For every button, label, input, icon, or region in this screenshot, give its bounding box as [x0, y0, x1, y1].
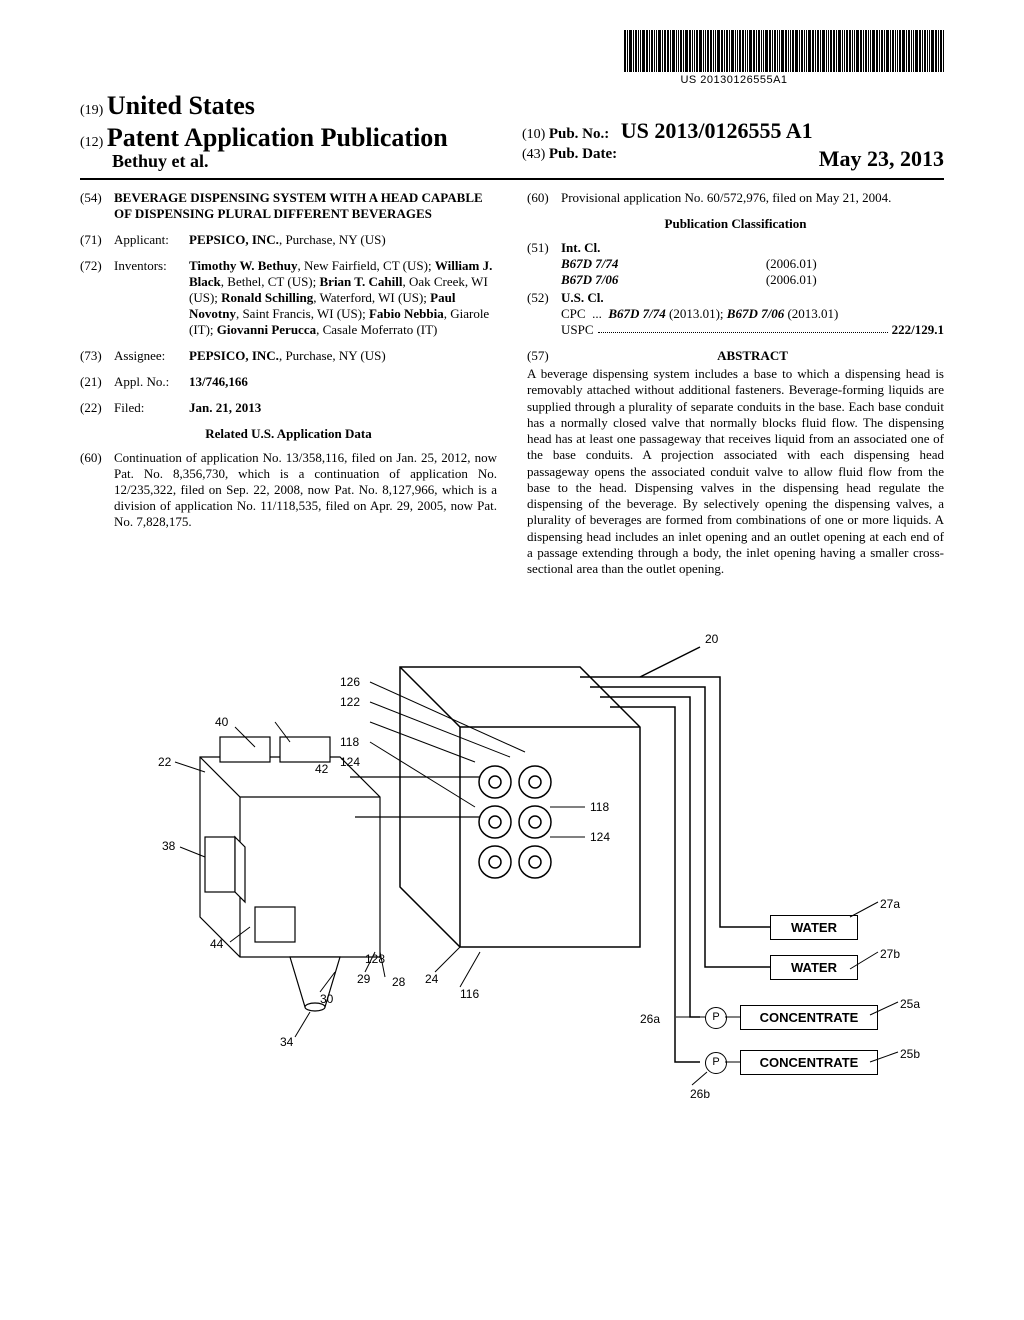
related-data: Continuation of application No. 13/358,1…	[114, 450, 497, 530]
ref-20: 20	[705, 632, 718, 646]
code-52: (52)	[527, 290, 561, 306]
label-appl-no: Appl. No.:	[114, 374, 189, 390]
header-row: (19) United States (12) Patent Applicati…	[80, 91, 944, 180]
right-column: (60) Provisional application No. 60/572,…	[527, 190, 944, 577]
label-filed: Filed:	[114, 400, 189, 416]
label-applicant: Applicant:	[114, 232, 189, 248]
assignee-rest: , Purchase, NY (US)	[279, 348, 386, 363]
int-cl-1: B67D 7/06	[561, 272, 681, 288]
cpc-label: CPC	[561, 306, 586, 321]
country: United States	[107, 91, 255, 120]
ref-116: 116	[460, 987, 479, 1001]
int-cl-1-ver: (2006.01)	[766, 272, 817, 288]
figure: 20 22 40 42 38 44 34 30 29 28 24 116 128…	[80, 607, 944, 1127]
abstract-heading: ABSTRACT	[561, 348, 944, 364]
pub-no: US 2013/0126555 A1	[621, 118, 813, 143]
ref-42: 42	[315, 762, 328, 776]
appl-no: 13/746,166	[189, 374, 248, 389]
ref-28: 28	[392, 975, 405, 989]
code-57: (57)	[527, 348, 561, 364]
pub-date: May 23, 2013	[819, 146, 944, 172]
publication-type: Patent Application Publication	[107, 123, 448, 152]
ref-118b: 118	[590, 800, 609, 814]
label-assignee: Assignee:	[114, 348, 189, 364]
related-heading: Related U.S. Application Data	[80, 426, 497, 442]
applicant-rest: , Purchase, NY (US)	[279, 232, 386, 247]
ref-24: 24	[425, 972, 438, 986]
code-22: (22)	[80, 400, 114, 416]
title: BEVERAGE DISPENSING SYSTEM WITH A HEAD C…	[114, 190, 497, 222]
code-60b: (60)	[527, 190, 561, 206]
ref-124: 124	[340, 755, 360, 769]
label-us-cl: U.S. Cl.	[561, 290, 604, 305]
filed-date: Jan. 21, 2013	[189, 400, 261, 415]
ref-118: 118	[340, 735, 359, 749]
pub-date-label: Pub. Date:	[549, 146, 617, 162]
ref-122: 122	[340, 695, 360, 709]
assignee-bold: PEPSICO, INC.	[189, 348, 279, 363]
box-concentrate-1: CONCENTRATE	[740, 1005, 878, 1030]
barcode-text: US 20130126555A1	[524, 74, 944, 86]
figure-svg	[80, 607, 940, 1127]
ref-27b: 27b	[880, 947, 900, 961]
code-73: (73)	[80, 348, 114, 364]
ref-27a: 27a	[880, 897, 900, 911]
int-cl-0: B67D 7/74	[561, 256, 681, 272]
uspc-label: USPC	[561, 322, 594, 338]
authors-line: Bethuy et al.	[112, 151, 502, 172]
code-10: (10)	[522, 127, 545, 142]
ref-34: 34	[280, 1035, 293, 1049]
inventors: Timothy W. Bethuy, New Fairfield, CT (US…	[189, 258, 497, 338]
code-54: (54)	[80, 190, 114, 206]
ref-44: 44	[210, 937, 223, 951]
ref-126: 126	[340, 675, 360, 689]
ref-29: 29	[357, 972, 370, 986]
code-43: (43)	[522, 147, 545, 162]
classification-heading: Publication Classification	[527, 216, 944, 232]
box-concentrate-2: CONCENTRATE	[740, 1050, 878, 1075]
ref-30: 30	[320, 992, 333, 1006]
cpc-value: B67D 7/74 (2013.01); B67D 7/06 (2013.01)	[608, 306, 838, 321]
ref-26b: 26b	[690, 1087, 710, 1101]
code-21: (21)	[80, 374, 114, 390]
box-water-2: WATER	[770, 955, 858, 980]
label-inventors: Inventors:	[114, 258, 189, 274]
ref-22: 22	[158, 755, 171, 769]
ref-128: 128	[365, 952, 385, 966]
pub-no-label: Pub. No.:	[549, 126, 609, 142]
barcode-region: US 20130126555A1	[80, 30, 944, 87]
left-column: (54) BEVERAGE DISPENSING SYSTEM WITH A H…	[80, 190, 497, 577]
label-int-cl: Int. Cl.	[561, 240, 600, 255]
ref-25b: 25b	[900, 1047, 920, 1061]
ref-38: 38	[162, 839, 175, 853]
code-71: (71)	[80, 232, 114, 248]
applicant-bold: PEPSICO, INC.	[189, 232, 279, 247]
barcode-bars	[524, 30, 944, 72]
box-water-1: WATER	[770, 915, 858, 940]
code-60a: (60)	[80, 450, 114, 466]
uspc-value: 222/129.1	[892, 322, 944, 338]
ref-25a: 25a	[900, 997, 920, 1011]
code-19: (19)	[80, 103, 103, 118]
ref-26a: 26a	[640, 1012, 660, 1026]
provisional: Provisional application No. 60/572,976, …	[561, 190, 944, 206]
ref-124b: 124	[590, 830, 610, 844]
code-51: (51)	[527, 240, 561, 256]
abstract-text: A beverage dispensing system includes a …	[527, 366, 944, 577]
code-12: (12)	[80, 135, 103, 150]
ref-40: 40	[215, 715, 228, 729]
code-72: (72)	[80, 258, 114, 274]
int-cl-0-ver: (2006.01)	[766, 256, 817, 272]
